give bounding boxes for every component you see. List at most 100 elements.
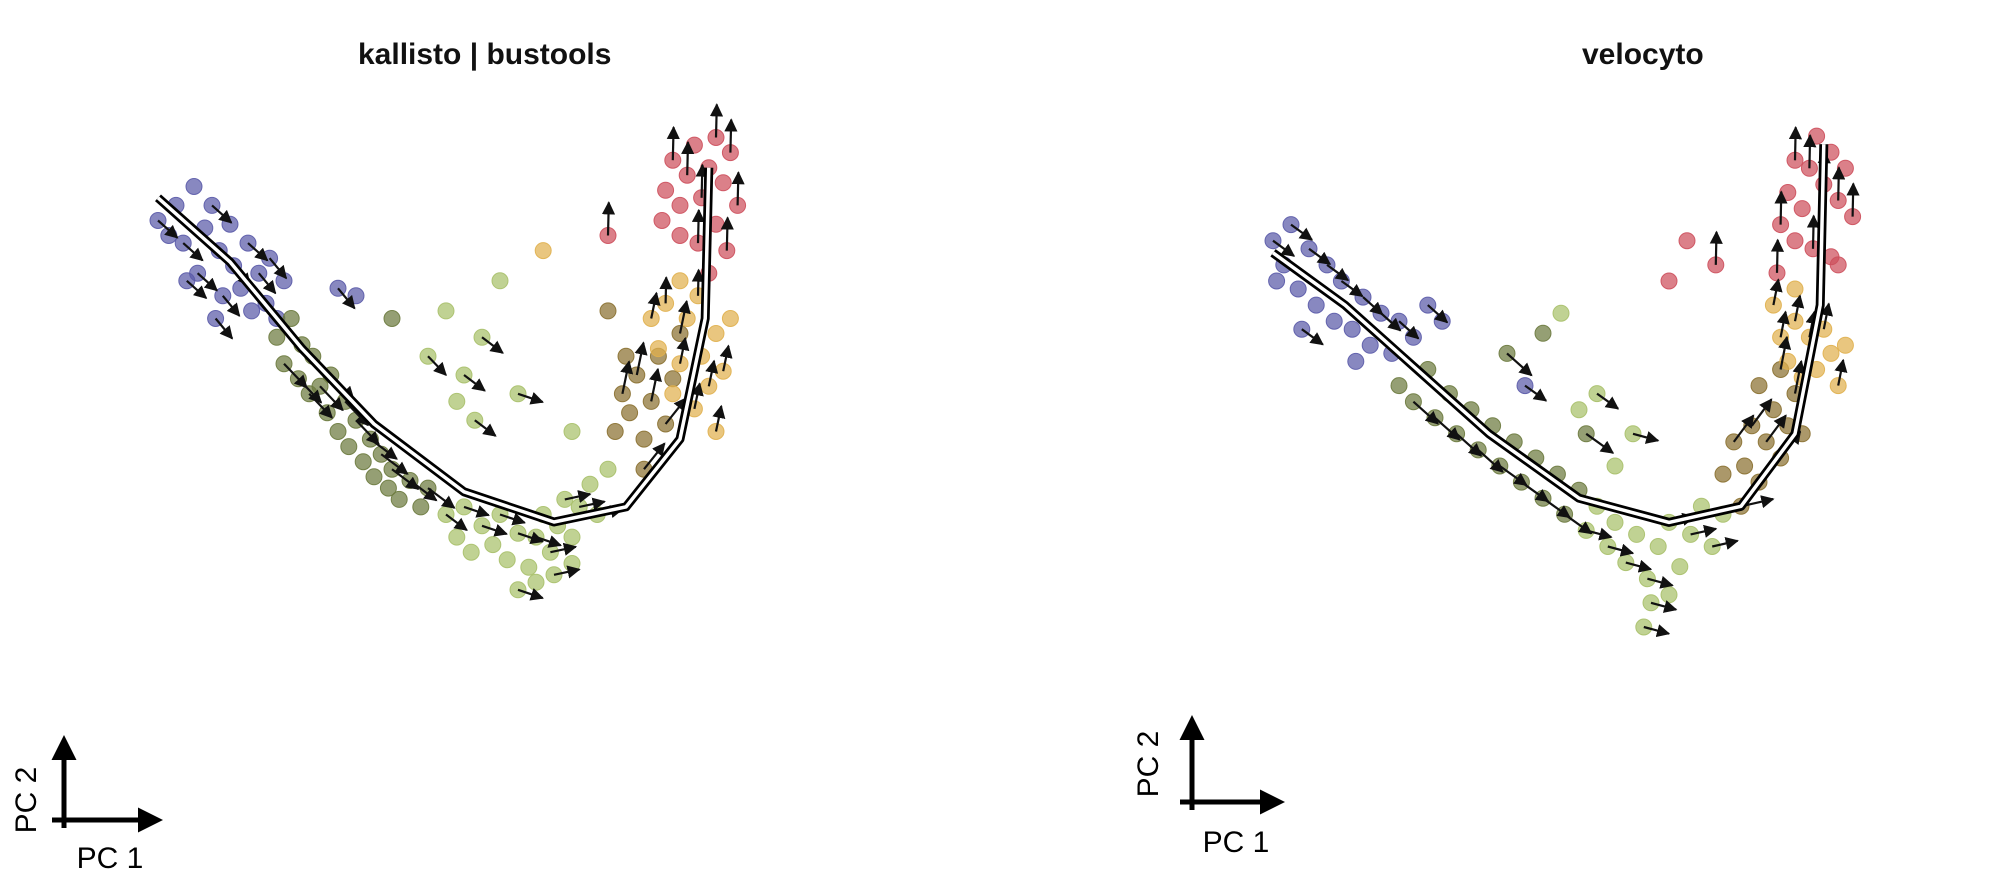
cell-point-5-0 <box>657 181 675 199</box>
cell-point-4-9 <box>1836 336 1854 354</box>
velocity-arrow-33 <box>1750 398 1773 427</box>
cell-point-3-12 <box>599 302 617 320</box>
velocity-arrow-20 <box>380 453 409 475</box>
cell-point-3-4 <box>635 430 653 448</box>
cell-point-5-18 <box>1829 256 1847 274</box>
velocity-arrow-26 <box>1690 524 1718 538</box>
velocity-arrow-50 <box>690 382 704 410</box>
axes-indicator-left: PC 2 PC 1 <box>10 735 163 875</box>
cell-point-2-9 <box>1671 558 1689 576</box>
velocity-arrow-39 <box>517 392 544 405</box>
cell-point-1-20 <box>390 490 408 508</box>
velocity-arrow-51 <box>1774 190 1788 225</box>
panel-kallisto-bustools <box>149 103 747 601</box>
velocity-arrow-24 <box>1647 575 1674 589</box>
cell-point-5-16 <box>1660 272 1678 290</box>
cell-point-1-22 <box>412 498 430 516</box>
velocity-arrow-3 <box>211 204 233 224</box>
velocity-arrow-29 <box>1643 624 1671 638</box>
velocity-arrow-34 <box>1765 414 1787 443</box>
velocity-arrow-11 <box>1412 400 1439 425</box>
velocity-arrow-24 <box>445 513 468 531</box>
velocity-arrow-43 <box>649 367 662 402</box>
velocity-arrow-20 <box>1585 432 1615 454</box>
cell-point-0-17 <box>1433 312 1451 330</box>
cell-point-0-23 <box>347 287 365 305</box>
cell-point-2-15 <box>563 528 581 546</box>
cell-point-0-9 <box>221 215 239 233</box>
velocity-arrow-44 <box>664 397 688 425</box>
cell-point-1-10 <box>329 423 347 440</box>
cell-point-2-7 <box>498 551 516 569</box>
velocity-arrow-2 <box>196 272 218 292</box>
velocity-arrow-63 <box>731 171 745 206</box>
velocity-arrow-35 <box>553 565 581 579</box>
cell-point-1-0 <box>268 328 286 346</box>
cell-point-0-21 <box>1347 352 1365 370</box>
velocity-arrow-38 <box>481 336 504 354</box>
velocity-arrow-14 <box>1477 449 1504 473</box>
velocity-arrow-44 <box>1769 278 1783 306</box>
velocity-arrow-41 <box>620 360 634 395</box>
cell-point-3-2 <box>621 404 639 422</box>
velocity-arrow-21 <box>391 468 420 490</box>
velocity-arrow-10 <box>214 317 234 340</box>
velocity-arrow-53 <box>691 268 705 296</box>
velocity-arrow-13 <box>297 378 323 404</box>
velocity-arrow-42 <box>634 341 648 376</box>
velocity-arrow-13 <box>1455 432 1483 457</box>
cell-point-4-7 <box>1822 344 1840 362</box>
cell-point-3-2 <box>1736 457 1754 475</box>
cell-point-2-19 <box>1606 457 1624 475</box>
cell-point-5-14 <box>1678 232 1696 250</box>
cell-point-4-11 <box>1786 280 1804 298</box>
velocity-arrow-9 <box>186 279 208 299</box>
cell-point-2-27 <box>448 392 466 410</box>
cell-point-4-1 <box>649 340 667 358</box>
velocity-arrow-49 <box>1846 182 1860 217</box>
velocity-arrow-28 <box>517 531 544 545</box>
y-axis-label: PC 2 <box>10 767 43 834</box>
velocity-arrow-37 <box>463 374 486 392</box>
velocity-arrow-43 <box>1834 358 1848 386</box>
cell-point-0-5 <box>1307 296 1325 314</box>
principal-curve <box>156 167 711 524</box>
velocity-arrow-47 <box>647 291 661 319</box>
velocity-arrow-54 <box>712 404 726 432</box>
velocity-arrow-49 <box>676 336 690 364</box>
cell-point-1-12 <box>340 438 358 456</box>
velocity-arrow-3 <box>1326 264 1350 282</box>
velocity-arrow-23 <box>427 487 456 509</box>
cell-point-2-17 <box>581 475 599 493</box>
velocity-arrow-27 <box>499 512 526 526</box>
velocity-arrow-58 <box>709 103 724 138</box>
cell-point-5-14 <box>653 212 671 229</box>
velocity-arrow-45 <box>677 299 691 334</box>
cell-point-0-13 <box>243 302 261 320</box>
velocity-arrow-28 <box>1650 600 1678 613</box>
velocity-arrow-50 <box>1806 214 1821 249</box>
velocity-arrow-6 <box>247 242 269 262</box>
velocity-arrow-4 <box>1340 280 1364 298</box>
cell-point-0-15 <box>1404 328 1422 346</box>
velocity-arrow-1 <box>182 242 204 262</box>
velocity-arrow-36 <box>427 355 447 376</box>
velocity-arrow-51 <box>705 359 719 387</box>
velocity-arrow-52 <box>1709 230 1723 265</box>
velocity-arrow-32 <box>1732 414 1755 443</box>
y-axis-label: PC 2 <box>1132 731 1165 798</box>
cell-point-1-16 <box>365 468 383 486</box>
panel-velocyto <box>1264 125 1862 638</box>
cell-point-1-18 <box>1534 324 1552 342</box>
cell-point-4-11 <box>721 310 739 327</box>
velocity-arrow-22 <box>409 479 438 502</box>
velocity-arrow-5 <box>1362 296 1384 316</box>
cell-point-1-0 <box>1390 377 1408 395</box>
velocity-arrow-46 <box>643 442 666 470</box>
cell-point-2-3 <box>462 543 480 561</box>
cell-point-2-31 <box>563 423 581 440</box>
cell-point-5-10 <box>1786 232 1804 250</box>
x-axis-label: PC 1 <box>1203 826 1270 859</box>
velocity-arrow-29 <box>535 535 562 548</box>
cell-point-3-12 <box>1750 377 1768 395</box>
